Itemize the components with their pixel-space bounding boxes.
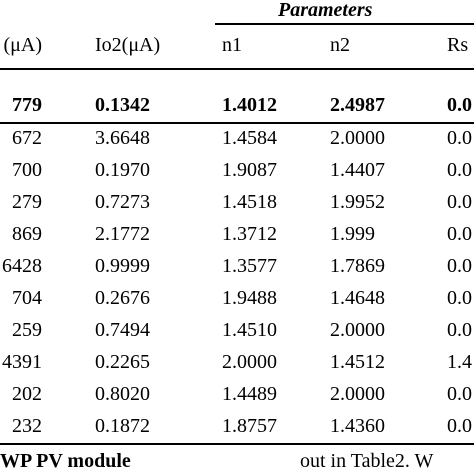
cell: 2.4987 [330, 94, 385, 116]
cell: 1.4648 [330, 287, 385, 309]
cell: 2.0000 [330, 319, 385, 341]
cell: 0.0 [447, 191, 472, 213]
header-cell: n1 [222, 34, 242, 56]
cell: 2.0000 [222, 351, 277, 373]
cell: 2.1772 [95, 223, 150, 245]
cell: 0.0 [447, 223, 472, 245]
cell: 0.0 [447, 255, 472, 277]
caption: WP PV module [0, 450, 131, 472]
cell: 0.8020 [95, 383, 150, 405]
cell: 1.8757 [222, 415, 277, 437]
cell: 0.0 [447, 159, 472, 181]
cell: 700 [12, 159, 42, 181]
cell: 232 [12, 415, 42, 437]
caption: out in Table2. W [300, 450, 434, 472]
cell: 202 [12, 383, 42, 405]
cell: 0.9999 [95, 255, 150, 277]
rule [0, 443, 474, 445]
group-title: Parameters [278, 0, 373, 21]
cell: 2.0000 [330, 127, 385, 149]
cell: 0.7494 [95, 319, 150, 341]
cell: 672 [12, 127, 42, 149]
cell: 1.4584 [222, 127, 277, 149]
cell: 4391 [2, 351, 42, 373]
cell: 6428 [2, 255, 42, 277]
header-cell: (μA) [3, 34, 43, 56]
cell: 1.999 [330, 223, 375, 245]
cell: 1.9952 [330, 191, 385, 213]
cell: 0.0 [447, 127, 472, 149]
cell: 0.0 [447, 287, 472, 309]
cell: 1.4518 [222, 191, 277, 213]
cell: 0.0 [447, 383, 472, 405]
cell: 259 [12, 319, 42, 341]
cell: 779 [12, 94, 42, 116]
rule [0, 122, 474, 124]
cell: 1.4360 [330, 415, 385, 437]
rule [0, 68, 474, 70]
cell: 869 [12, 223, 42, 245]
cell: 1.9488 [222, 287, 277, 309]
cell: 1.4 [447, 351, 472, 373]
header-cell: n2 [330, 34, 350, 56]
cell: 1.3577 [222, 255, 277, 277]
cell: 0.0 [447, 94, 472, 116]
cell: 0.1970 [95, 159, 150, 181]
cell: 0.7273 [95, 191, 150, 213]
cell: 1.9087 [222, 159, 277, 181]
cell: 1.4407 [330, 159, 385, 181]
header-cell: Rs [447, 34, 469, 56]
cell: 1.4012 [222, 94, 277, 116]
cell: 704 [12, 287, 42, 309]
cell: 1.4510 [222, 319, 277, 341]
cell: 0.2676 [95, 287, 150, 309]
cell: 1.7869 [330, 255, 385, 277]
cell: 0.1342 [95, 94, 150, 116]
header-cell: Io2(μA) [95, 34, 161, 56]
cell: 279 [12, 191, 42, 213]
cell: 2.0000 [330, 383, 385, 405]
cell: 3.6648 [95, 127, 150, 149]
cell: 0.2265 [95, 351, 150, 373]
rule [215, 23, 474, 25]
cell: 1.4489 [222, 383, 277, 405]
cell: 1.4512 [330, 351, 385, 373]
cell: 1.3712 [222, 223, 277, 245]
cell: 0.0 [447, 415, 472, 437]
cell: 0.0 [447, 319, 472, 341]
cell: 0.1872 [95, 415, 150, 437]
